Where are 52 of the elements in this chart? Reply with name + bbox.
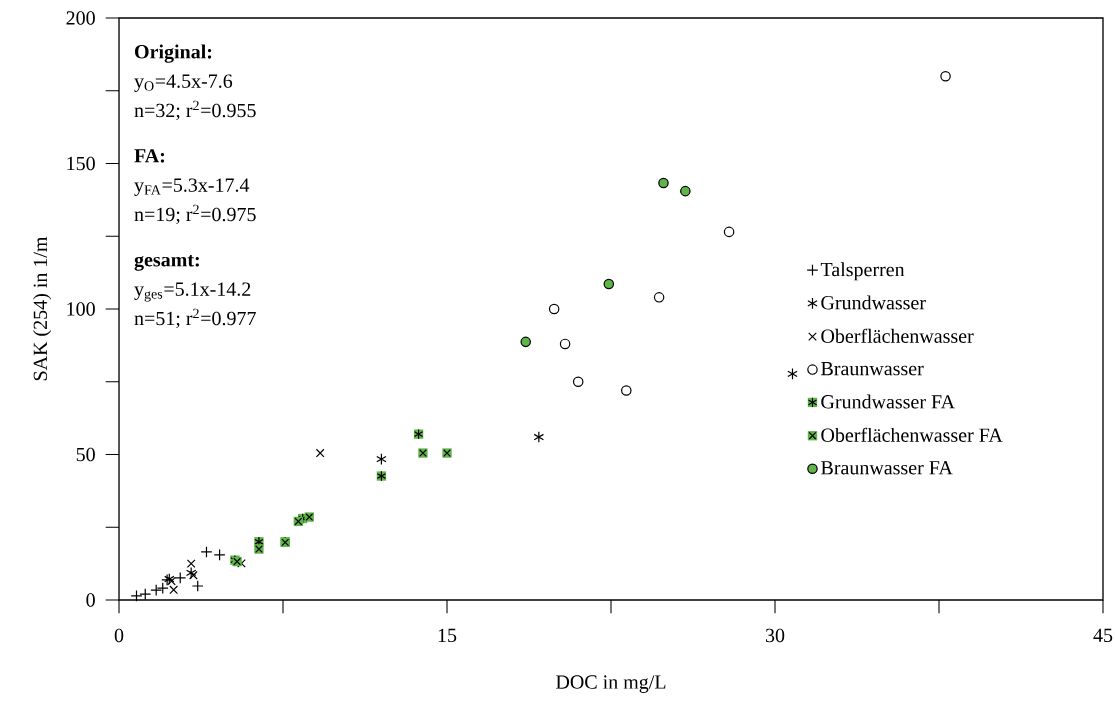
annotation: gesamt:	[134, 255, 199, 271]
point	[787, 367, 798, 380]
point	[191, 580, 204, 592]
y-tick-label: 100	[67, 302, 95, 316]
annotation: n=19; r$^{2}$=0.975	[134, 204, 256, 225]
x-tick-label: 45	[1093, 628, 1113, 643]
point	[653, 292, 665, 303]
y-tick-label: 50	[76, 447, 95, 462]
point	[130, 589, 143, 602]
point	[376, 453, 387, 466]
point	[315, 448, 325, 458]
legend-label: Oberflächenwasser	[821, 328, 974, 343]
legend-label: Braunwasser FA	[821, 461, 953, 475]
point	[658, 177, 669, 189]
point	[139, 588, 152, 601]
x-axis-title: DOC in mg/L	[556, 675, 666, 693]
point	[572, 376, 584, 388]
annotation: FA:	[134, 149, 165, 163]
point	[533, 431, 545, 443]
annotation: y$_{ges}$=5.1x-14.2	[134, 282, 251, 302]
x-tick-label: 15	[438, 628, 457, 643]
x-tick-label: 30	[765, 628, 785, 643]
annotation: y$_{O}$=4.5x-7.6	[134, 74, 233, 92]
legend-label: Talsperren	[820, 262, 905, 281]
legend-label: Oberflächenwasser FA	[821, 427, 1003, 442]
legend-label: Grundwasser	[821, 295, 926, 310]
x-tick-label: 0	[114, 628, 124, 643]
y-tick-label: 150	[67, 156, 95, 171]
annotation: y$_{FA}$=5.3x-17.4	[134, 178, 250, 196]
point	[237, 558, 246, 568]
point	[548, 303, 560, 315]
point	[940, 70, 951, 82]
point	[200, 546, 213, 558]
point	[174, 571, 187, 584]
point	[603, 278, 615, 290]
point	[213, 548, 226, 561]
point	[680, 185, 691, 197]
y-tick-label: 0	[86, 593, 95, 607]
point	[559, 338, 571, 350]
point	[723, 226, 735, 238]
point	[621, 385, 632, 396]
point	[169, 585, 179, 595]
annotation: n=51; r$^{2}$=0.977	[134, 308, 256, 329]
legend-label: Grundwasser FA	[821, 394, 955, 409]
y-axis-title: SAK (254) in 1/m	[33, 236, 52, 381]
point	[150, 584, 163, 597]
legend-label: Braunwasser	[821, 362, 924, 376]
y-tick-label: 200	[66, 11, 95, 25]
point	[156, 582, 169, 594]
point	[520, 336, 531, 348]
annotation: n=32; r$^{2}$=0.955	[134, 100, 256, 121]
annotation: Original:	[135, 44, 212, 63]
